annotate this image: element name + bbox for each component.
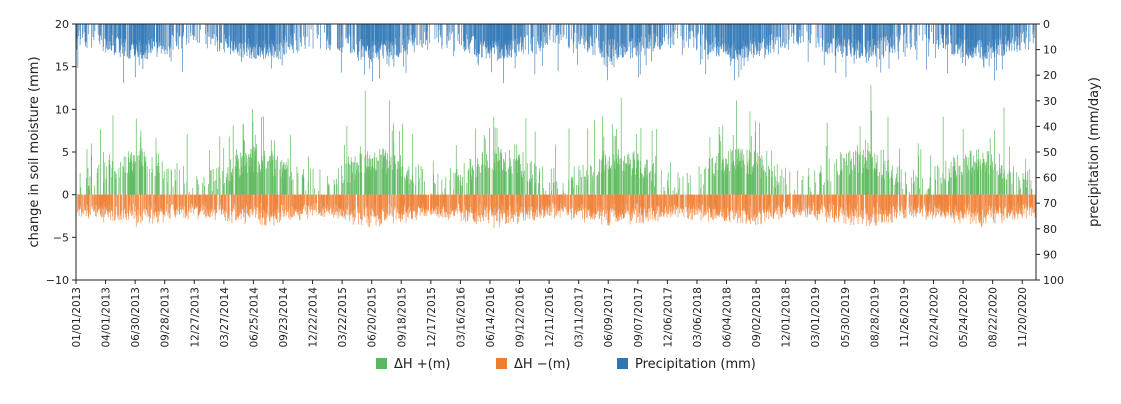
x-tick-label: 12/22/2014 [308, 287, 320, 348]
y-right-tick-label: 60 [1043, 172, 1057, 185]
x-tick-label: 06/09/2017 [603, 287, 615, 348]
y-left-tick-label: 0 [62, 189, 69, 202]
x-tick-label: 06/20/2015 [367, 287, 379, 348]
x-tick-label: 08/28/2019 [869, 287, 881, 348]
x-tick-label: 09/18/2015 [396, 287, 408, 348]
legend-swatch [376, 358, 387, 369]
x-tick-label: 09/12/2016 [515, 287, 527, 348]
x-tick-label: 11/26/2019 [899, 287, 911, 348]
x-tick-label: 09/07/2017 [633, 287, 645, 348]
y-right-tick-label: 40 [1043, 120, 1057, 133]
y-left-tick-label: −10 [46, 274, 69, 287]
x-tick-label: 12/27/2013 [189, 287, 201, 348]
x-tick-label: 08/22/2020 [988, 287, 1000, 348]
x-tick-label: 12/17/2015 [426, 287, 438, 348]
y-axis-right-title: precipitation (mm/day) [1087, 77, 1102, 227]
y-left-tick-label: 15 [55, 61, 69, 74]
x-tick-label: 03/16/2016 [455, 287, 467, 348]
y-right-tick-label: 0 [1043, 18, 1050, 31]
legend-label: ΔH +(m) [394, 357, 451, 372]
x-tick-label: 11/20/2020 [1017, 287, 1029, 348]
x-tick-label: 03/27/2014 [219, 287, 231, 348]
x-tick-label: 06/25/2014 [248, 287, 260, 348]
x-tick-label: 03/22/2015 [337, 287, 349, 348]
y-left-tick-label: 10 [55, 103, 69, 116]
y-left-tick-label: 20 [55, 18, 69, 31]
legend-label: Precipitation (mm) [635, 357, 756, 372]
x-tick-label: 03/06/2018 [692, 287, 704, 348]
x-tick-label: 09/28/2013 [160, 287, 172, 348]
y-left-tick-label: 5 [62, 146, 69, 159]
x-tick-label: 12/06/2017 [662, 287, 674, 348]
x-tick-label: 02/24/2020 [928, 287, 940, 348]
y-right-tick-label: 90 [1043, 248, 1057, 261]
series-precipitation [76, 24, 1037, 84]
y-right-tick-label: 20 [1043, 69, 1057, 82]
y-axis-left-title: change in soil moisture (mm) [27, 56, 42, 247]
y-right-tick-label: 50 [1043, 146, 1057, 159]
series-dh-positive [77, 84, 1033, 195]
x-tick-label: 05/24/2020 [958, 287, 970, 348]
x-tick-label: 09/23/2014 [278, 287, 290, 348]
x-tick-label: 09/02/2018 [751, 287, 763, 348]
x-tick-label: 01/01/2013 [71, 287, 83, 348]
x-tick-label: 03/11/2017 [574, 287, 586, 348]
x-tick-label: 06/04/2018 [722, 287, 734, 348]
legend-swatch [617, 358, 628, 369]
y-right-tick-label: 30 [1043, 95, 1057, 108]
series-dh-negative [75, 194, 1037, 229]
y-right-tick-label: 10 [1043, 44, 1057, 57]
x-tick-label: 04/01/2013 [101, 287, 113, 348]
legend-swatch [496, 358, 507, 369]
y-right-tick-label: 70 [1043, 197, 1057, 210]
y-right-tick-label: 80 [1043, 223, 1057, 236]
x-tick-label: 12/11/2016 [544, 287, 556, 348]
x-tick-label: 03/01/2019 [810, 287, 822, 348]
x-tick-label: 06/14/2016 [485, 287, 497, 348]
legend: ΔH +(m) ΔH −(m) Precipitation (mm) [376, 357, 756, 372]
y-right-tick-label: 100 [1043, 274, 1064, 287]
y-left-tick-label: −5 [53, 231, 69, 244]
x-tick-label: 06/30/2013 [130, 287, 142, 348]
axes: −10 −5 0 5 10 15 20 0 10 20 30 40 50 60 70 80 90 100 01/01… [46, 18, 1064, 348]
legend-label: ΔH −(m) [514, 357, 571, 372]
x-tick-label: 05/30/2019 [840, 287, 852, 348]
x-tick-label: 12/01/2018 [781, 287, 793, 348]
